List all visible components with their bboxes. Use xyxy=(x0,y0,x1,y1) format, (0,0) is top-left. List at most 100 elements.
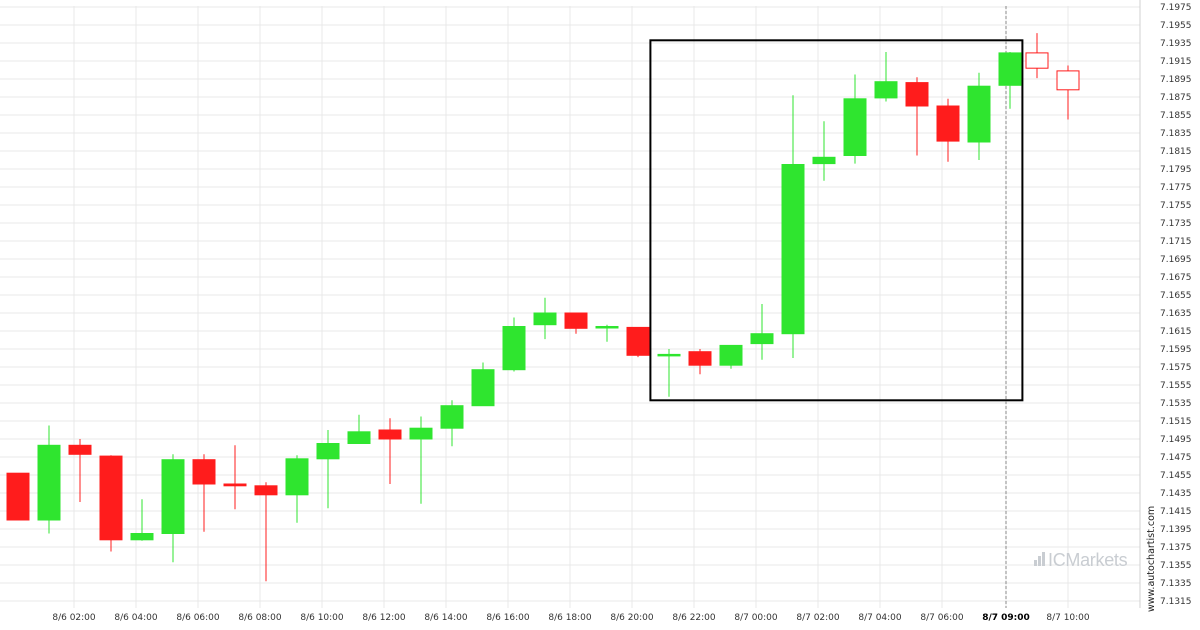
brand-prefix: IC xyxy=(1048,550,1066,570)
candle xyxy=(595,324,619,342)
y-tick-label: 7.1695 xyxy=(1160,255,1192,265)
candle xyxy=(471,362,495,407)
candle xyxy=(347,414,371,444)
candle-body xyxy=(533,312,557,326)
candle xyxy=(533,297,557,340)
candle-body xyxy=(1056,70,1080,91)
y-tick-label: 7.1555 xyxy=(1160,381,1192,391)
candle-body xyxy=(285,458,309,496)
candle-body xyxy=(68,444,92,455)
candle xyxy=(502,317,526,372)
x-tick-label: 8/7 09:00 xyxy=(982,613,1030,623)
candle xyxy=(719,344,743,369)
candle xyxy=(316,430,340,509)
x-tick-label: 8/7 10:00 xyxy=(1046,613,1090,623)
x-tick-label: 8/6 06:00 xyxy=(176,613,220,623)
brand-watermark: ICMarkets xyxy=(1034,550,1128,571)
candle-body xyxy=(719,344,743,366)
candle xyxy=(657,349,681,397)
x-tick-label: 8/6 16:00 xyxy=(486,613,530,623)
x-tick-label: 8/6 10:00 xyxy=(300,613,344,623)
candle xyxy=(161,454,185,563)
y-tick-label: 7.1475 xyxy=(1160,453,1192,463)
candle-body xyxy=(378,429,402,440)
candle-body xyxy=(440,405,464,429)
y-tick-label: 7.1635 xyxy=(1160,309,1192,319)
candle xyxy=(781,95,805,358)
y-tick-label: 7.1435 xyxy=(1160,489,1192,499)
candle-body xyxy=(812,156,836,165)
y-tick-label: 7.1515 xyxy=(1160,417,1192,427)
x-tick-label: 8/6 22:00 xyxy=(672,613,716,623)
candle-body xyxy=(161,459,185,535)
candle-body xyxy=(595,326,619,329)
y-tick-label: 7.1535 xyxy=(1160,399,1192,409)
candle-body xyxy=(998,52,1022,86)
y-tick-label: 7.1935 xyxy=(1160,39,1192,49)
grid xyxy=(0,0,1141,608)
candle-body xyxy=(688,351,712,366)
x-tick-label: 8/6 08:00 xyxy=(238,613,282,623)
candle xyxy=(1056,65,1080,120)
candle xyxy=(6,472,30,521)
candle xyxy=(874,52,898,102)
y-tick-label: 7.1375 xyxy=(1160,543,1192,553)
y-tick-label: 7.1775 xyxy=(1160,183,1192,193)
y-tick-label: 7.1495 xyxy=(1160,435,1192,445)
candle xyxy=(843,74,867,164)
candle xyxy=(192,454,216,532)
candle-body xyxy=(316,443,340,460)
candle xyxy=(688,349,712,375)
candle-body xyxy=(99,455,123,541)
candle xyxy=(936,98,960,162)
candle-body xyxy=(750,333,774,345)
candle xyxy=(967,72,991,160)
candle xyxy=(68,439,92,502)
candle xyxy=(130,499,154,541)
candle-body xyxy=(843,98,867,157)
candle-body xyxy=(6,472,30,521)
y-tick-label: 7.1755 xyxy=(1160,201,1192,211)
candle xyxy=(998,52,1022,109)
y-tick-label: 7.1315 xyxy=(1160,597,1192,607)
candle xyxy=(905,77,929,156)
x-tick-label: 8/6 12:00 xyxy=(362,613,406,623)
candle-body xyxy=(1025,52,1049,69)
site-watermark: www.autochartist.com xyxy=(1146,505,1157,612)
candles xyxy=(6,33,1080,582)
pattern-box-layer xyxy=(649,6,1024,608)
x-tick-label: 8/6 04:00 xyxy=(114,613,158,623)
x-axis: 8/6 02:00 8/6 04:00 8/6 06:00 8/6 08:00 8/6 … xyxy=(52,613,1090,623)
candle xyxy=(812,121,836,181)
y-tick-label: 7.1955 xyxy=(1160,21,1192,31)
candle xyxy=(285,455,309,523)
candle-body xyxy=(874,81,898,99)
candle xyxy=(378,418,402,484)
candle xyxy=(440,400,464,447)
x-tick-label: 8/7 00:00 xyxy=(734,613,778,623)
candle xyxy=(223,445,247,510)
candle xyxy=(1025,33,1049,79)
y-tick-label: 7.1815 xyxy=(1160,147,1192,157)
y-tick-label: 7.1395 xyxy=(1160,525,1192,535)
brand-name: Markets xyxy=(1065,550,1128,570)
candle-body xyxy=(502,326,526,371)
candle xyxy=(564,312,588,334)
x-tick-label: 8/6 18:00 xyxy=(548,613,592,623)
candle xyxy=(254,482,278,582)
y-tick-label: 7.1735 xyxy=(1160,219,1192,229)
candle-body xyxy=(967,85,991,143)
candle-body xyxy=(347,431,371,444)
candle xyxy=(409,416,433,504)
candle-body xyxy=(905,82,929,107)
candle-body xyxy=(192,459,216,485)
y-tick-label: 7.1895 xyxy=(1160,75,1192,85)
y-tick-label: 7.1855 xyxy=(1160,111,1192,121)
y-tick-label: 7.1795 xyxy=(1160,165,1192,175)
brand-bars-icon xyxy=(1034,550,1046,571)
candle-body xyxy=(223,483,247,487)
y-tick-label: 7.1975 xyxy=(1160,3,1192,13)
candle xyxy=(626,326,650,358)
y-tick-label: 7.1335 xyxy=(1160,579,1192,589)
